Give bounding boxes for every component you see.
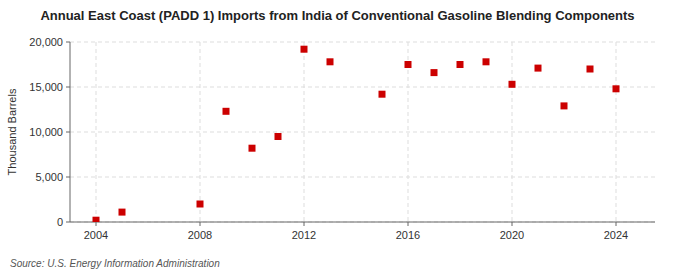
title: Annual East Coast (PADD 1) Imports from … bbox=[40, 8, 634, 23]
point bbox=[509, 81, 516, 88]
grid-line bbox=[70, 42, 655, 43]
point bbox=[223, 108, 230, 115]
tick bbox=[66, 42, 70, 43]
tick bbox=[408, 222, 409, 226]
grid-line bbox=[70, 222, 655, 223]
point bbox=[327, 58, 334, 65]
grid-line bbox=[70, 132, 655, 133]
point bbox=[301, 46, 308, 53]
tick bbox=[66, 222, 70, 223]
grid bbox=[70, 42, 655, 222]
point bbox=[535, 65, 542, 72]
point bbox=[197, 201, 204, 208]
tick bbox=[304, 222, 305, 226]
tick-label: 5,000 bbox=[35, 171, 63, 183]
tick-label: 2016 bbox=[396, 229, 420, 241]
tick bbox=[200, 222, 201, 226]
grid-line bbox=[616, 42, 617, 222]
point bbox=[93, 217, 100, 222]
tick-label: 2020 bbox=[500, 229, 524, 241]
point bbox=[561, 102, 568, 109]
grid-line bbox=[70, 177, 655, 178]
source: Source: U.S. Energy Information Administ… bbox=[10, 258, 220, 269]
tick-label: 2004 bbox=[84, 229, 108, 241]
tick bbox=[616, 222, 617, 226]
chart: Annual East Coast (PADD 1) Imports from … bbox=[0, 0, 675, 275]
point bbox=[457, 61, 464, 68]
tick bbox=[96, 222, 97, 226]
points bbox=[93, 46, 620, 222]
tick-label: 15,000 bbox=[29, 81, 63, 93]
grid-line bbox=[512, 42, 513, 222]
grid-line bbox=[408, 42, 409, 222]
tick bbox=[66, 177, 70, 178]
y-axis bbox=[70, 42, 71, 222]
tick-label: 10,000 bbox=[29, 126, 63, 138]
point bbox=[613, 85, 620, 92]
tick bbox=[66, 87, 70, 88]
tick bbox=[66, 132, 70, 133]
point bbox=[119, 209, 126, 216]
grid-line bbox=[304, 42, 305, 222]
tick bbox=[512, 222, 513, 226]
tick-label: 2008 bbox=[188, 229, 212, 241]
grid-line bbox=[70, 87, 655, 88]
y-label: Thousand Barrels bbox=[6, 88, 18, 175]
point bbox=[483, 58, 490, 65]
grid-line bbox=[200, 42, 201, 222]
tick-label: 20,000 bbox=[29, 36, 63, 48]
point bbox=[405, 61, 412, 68]
point bbox=[431, 69, 438, 76]
point bbox=[587, 66, 594, 73]
point bbox=[249, 145, 256, 152]
grid-line bbox=[96, 42, 97, 222]
tick-label: 0 bbox=[57, 216, 63, 228]
point bbox=[275, 133, 282, 140]
tick-label: 2012 bbox=[292, 229, 316, 241]
x-axis bbox=[70, 222, 655, 223]
tick-label: 2024 bbox=[604, 229, 628, 241]
point bbox=[379, 91, 386, 98]
